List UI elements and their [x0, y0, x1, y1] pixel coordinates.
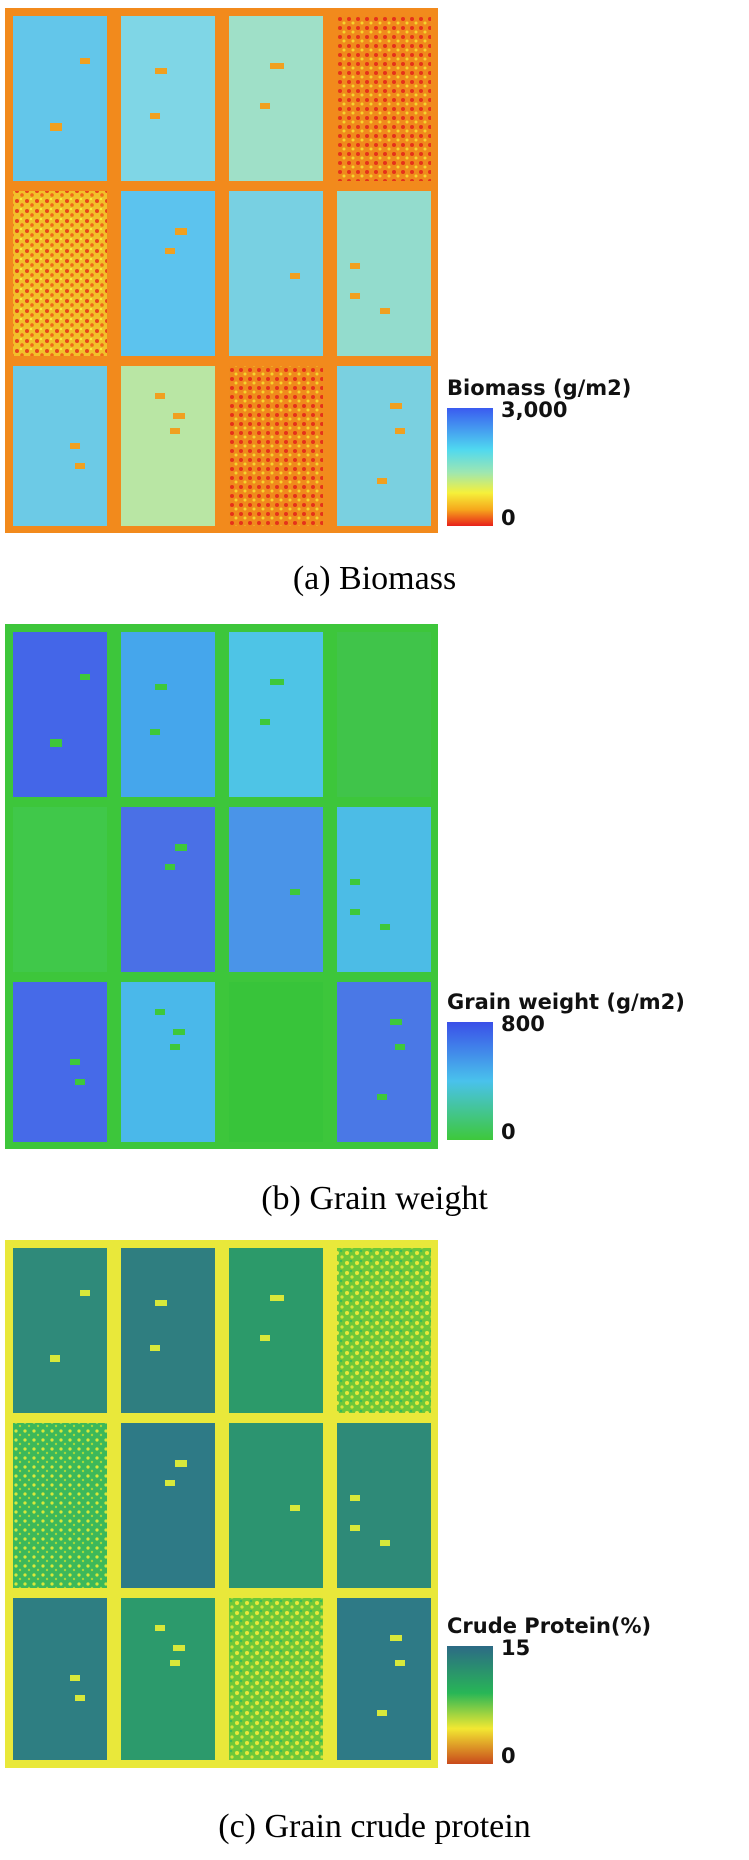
legend-min-label: 0: [501, 1120, 516, 1144]
crude-protein-map-image: [5, 1240, 438, 1768]
biomass-map-image: [5, 8, 438, 533]
grain-weight-map-image: [5, 624, 438, 1149]
panel-crude-protein: Crude Protein(%) 15 0 (c) Grain crude pr…: [0, 1240, 749, 1860]
legend-colorbar: [447, 408, 493, 526]
figure-caption: (c) Grain crude protein: [218, 1808, 531, 1845]
panel-grain-weight: Grain weight (g/m2) 800 0 (b) Grain weig…: [0, 620, 749, 1240]
legend-min-label: 0: [501, 1744, 516, 1768]
legend-max-label: 800: [501, 1012, 545, 1036]
panel-biomass: Biomass (g/m2) 3,000 0 (a) Biomass: [0, 0, 749, 600]
legend-title: Crude Protein(%): [447, 1614, 652, 1638]
legend-max-label: 15: [501, 1636, 531, 1660]
legend-title: Grain weight (g/m2): [447, 990, 685, 1014]
figure-caption: (b) Grain weight: [261, 1180, 488, 1217]
legend-colorbar: [447, 1646, 493, 1764]
legend-max-label: 3,000: [501, 398, 568, 422]
legend-colorbar: [447, 1022, 493, 1140]
figure-caption: (a) Biomass: [292, 560, 457, 597]
legend-title: Biomass (g/m2): [447, 376, 632, 400]
legend-min-label: 0: [501, 506, 516, 530]
